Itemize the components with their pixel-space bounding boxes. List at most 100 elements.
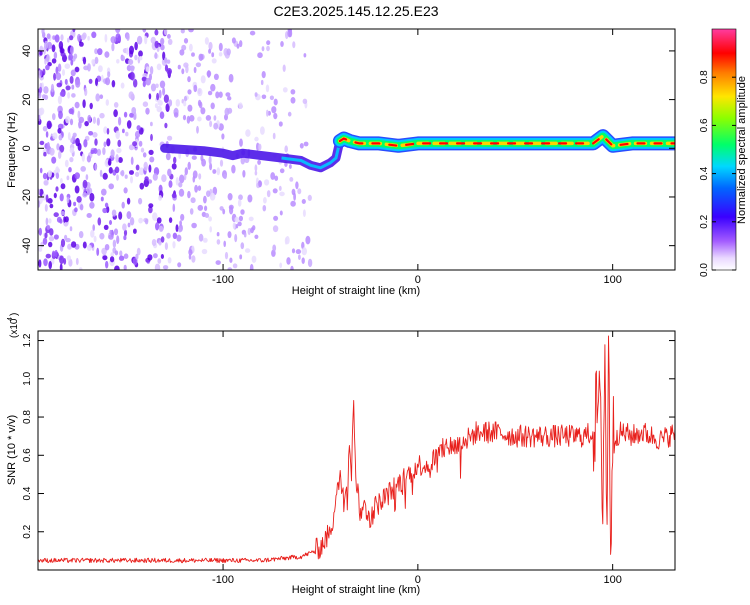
noise-speckle — [104, 33, 108, 43]
snr-y-scale-exponent: 4 — [7, 317, 14, 321]
noise-speckle — [227, 231, 232, 239]
noise-speckle — [46, 120, 52, 130]
noise-speckle — [138, 140, 143, 147]
noise-speckle — [99, 169, 103, 177]
noise-speckle — [303, 53, 307, 58]
noise-speckle — [69, 75, 74, 84]
y-tick-label: 0.2 — [22, 524, 33, 538]
noise-speckle — [187, 161, 191, 170]
noise-speckle — [39, 167, 43, 174]
snr-y-axis-label: SNR (10 * v/v) — [6, 415, 18, 485]
noise-speckle — [60, 211, 66, 216]
noise-speckle — [71, 241, 77, 248]
noise-speckle — [273, 112, 278, 120]
noise-speckle — [245, 129, 251, 137]
noise-speckle — [47, 198, 53, 204]
noise-speckle — [301, 257, 305, 265]
noise-speckle — [231, 37, 236, 44]
noise-speckle — [57, 127, 62, 134]
spectrogram-panel: -100 0 100 -40 -20 0 20 40 Height of straight … — [6, 28, 676, 297]
noise-speckle — [239, 138, 243, 147]
noise-speckle — [89, 192, 95, 202]
spectrogram-x-ticks: -100 0 100 — [212, 29, 622, 286]
noise-speckle — [45, 253, 51, 259]
noise-speckle — [78, 267, 83, 270]
noise-speckle — [168, 99, 173, 107]
noise-speckle — [279, 210, 283, 216]
noise-speckle — [51, 250, 56, 257]
noise-speckle — [213, 122, 219, 130]
noise-speckle — [239, 254, 243, 260]
noise-speckle — [105, 99, 110, 106]
noise-speckle — [93, 148, 98, 154]
noise-speckle — [39, 140, 45, 146]
noise-speckle — [41, 29, 45, 35]
noise-speckle — [46, 53, 50, 63]
noise-speckle — [154, 29, 159, 36]
noise-speckle — [92, 116, 96, 125]
noise-speckle — [175, 99, 180, 107]
noise-speckle — [93, 235, 97, 243]
noise-speckle — [148, 206, 153, 214]
noise-speckle — [44, 40, 49, 50]
noise-speckle — [302, 98, 308, 105]
noise-speckle — [118, 211, 123, 220]
noise-speckle — [287, 29, 292, 33]
noise-speckle — [150, 83, 157, 92]
noise-speckle — [172, 241, 176, 249]
noise-speckle — [48, 241, 53, 248]
noise-speckle — [67, 132, 71, 141]
noise-speckle — [166, 59, 171, 64]
noise-speckle — [205, 115, 212, 121]
noise-speckle — [48, 218, 52, 224]
noise-speckle — [178, 227, 182, 233]
noise-speckle — [195, 62, 202, 68]
noise-speckle — [123, 229, 128, 237]
noise-speckle — [261, 94, 267, 100]
colorbar-tick-label: 0.8 — [699, 70, 710, 84]
y-tick-label: 0 — [21, 145, 33, 151]
noise-speckle — [139, 56, 143, 61]
noise-speckle — [94, 163, 97, 171]
noise-speckle — [232, 263, 238, 269]
noise-speckle — [102, 207, 108, 214]
noise-speckle — [160, 44, 165, 51]
noise-speckle — [240, 209, 245, 215]
noise-speckle — [55, 186, 59, 192]
noise-speckle — [165, 103, 170, 112]
noise-speckle — [113, 102, 119, 108]
noise-speckle — [160, 236, 165, 243]
noise-speckle — [247, 227, 251, 236]
noise-speckle — [266, 45, 270, 52]
noise-speckle — [45, 217, 49, 226]
noise-speckle — [171, 163, 177, 170]
noise-speckle — [86, 213, 92, 218]
noise-speckle — [94, 56, 99, 64]
noise-speckle — [144, 176, 149, 182]
noise-speckle — [212, 169, 217, 174]
noise-speckle — [164, 64, 169, 72]
noise-speckle — [111, 80, 116, 88]
y-tick-label: 1.2 — [22, 333, 33, 347]
noise-speckle — [46, 224, 51, 230]
noise-speckle — [229, 206, 234, 215]
noise-speckle — [200, 107, 206, 115]
spectrogram-y-ticks: -40 -20 0 20 40 — [21, 45, 675, 254]
noise-speckle — [189, 115, 195, 122]
noise-speckle — [82, 179, 88, 189]
noise-speckle — [118, 255, 125, 261]
noise-speckle — [68, 167, 72, 173]
noise-speckle — [209, 120, 213, 128]
noise-speckle — [145, 107, 150, 115]
noise-speckle — [77, 33, 81, 42]
noise-speckle — [188, 29, 194, 33]
noise-speckle — [98, 65, 103, 73]
noise-speckle — [223, 173, 227, 180]
noise-speckle — [90, 229, 95, 238]
noise-speckle — [248, 216, 254, 222]
noise-speckle — [130, 176, 133, 184]
noise-speckle — [204, 37, 209, 45]
noise-speckle — [128, 91, 134, 99]
noise-speckle — [58, 41, 64, 50]
